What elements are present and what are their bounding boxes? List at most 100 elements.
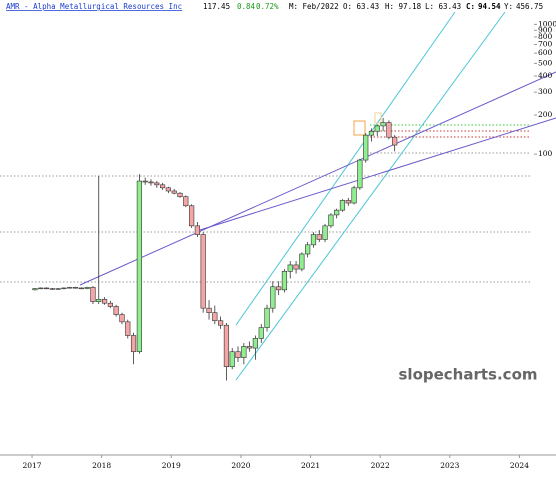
candle-body bbox=[84, 287, 90, 289]
y-tick-label: 500 bbox=[538, 58, 553, 67]
period: M: Feb/2022 bbox=[289, 2, 339, 11]
y-tick-label: 400 bbox=[538, 71, 553, 80]
candle-body bbox=[67, 287, 73, 289]
candle-body bbox=[136, 180, 143, 353]
candle-body bbox=[38, 287, 44, 290]
close: 94.54 bbox=[478, 2, 501, 11]
candle-body bbox=[194, 225, 201, 235]
candle-body bbox=[49, 288, 55, 290]
candle-body bbox=[229, 351, 235, 368]
candle-body bbox=[339, 200, 346, 211]
x-tick-label: 2019 bbox=[162, 461, 181, 470]
y-tick-label: 300 bbox=[538, 87, 553, 96]
candle-body bbox=[107, 302, 113, 307]
candle-body bbox=[32, 288, 38, 291]
candle-body bbox=[119, 314, 125, 323]
low: L: 63.43 bbox=[425, 2, 461, 11]
change-pct: 0.72% bbox=[256, 2, 279, 11]
candle-body bbox=[241, 346, 247, 358]
y-tick-label: 800 bbox=[538, 32, 553, 41]
candle-body bbox=[328, 214, 334, 227]
candle-body bbox=[287, 264, 293, 272]
candle-body bbox=[96, 299, 102, 302]
marker-box bbox=[374, 112, 382, 124]
candle-body bbox=[142, 180, 148, 183]
x-tick-label: 2020 bbox=[231, 461, 250, 470]
candle-body bbox=[217, 320, 224, 326]
candle-body bbox=[101, 299, 108, 304]
candle-body bbox=[363, 134, 369, 161]
candle-body bbox=[148, 181, 154, 184]
x-tick-label: 2021 bbox=[301, 461, 320, 470]
candle-body bbox=[189, 205, 195, 227]
trend-line bbox=[199, 117, 556, 231]
candle-body bbox=[235, 351, 241, 358]
candle-body bbox=[55, 288, 61, 290]
candle-body bbox=[252, 338, 259, 349]
x-tick-label: 2017 bbox=[22, 461, 41, 470]
candle-body bbox=[177, 192, 183, 197]
candle-body bbox=[374, 125, 380, 132]
high: H: 97.18 bbox=[385, 2, 422, 11]
x-tick-label: 2018 bbox=[92, 461, 111, 470]
channel-line bbox=[235, 11, 506, 381]
candle-body bbox=[276, 286, 282, 291]
y-tick-label: 100 bbox=[538, 149, 553, 158]
candle-body bbox=[351, 187, 357, 204]
x-tick-label: 2024 bbox=[510, 461, 529, 470]
candle-body bbox=[386, 122, 392, 138]
candle-body bbox=[392, 136, 398, 146]
x-tick-label: 2022 bbox=[371, 461, 390, 470]
candle-body bbox=[345, 200, 351, 204]
candle-body bbox=[368, 130, 375, 136]
y-tick-label: 900 bbox=[538, 25, 553, 34]
candle-body bbox=[322, 225, 328, 240]
y-tick-label: 200 bbox=[538, 110, 553, 119]
candle-body bbox=[334, 209, 340, 216]
watermark: slopecharts.com bbox=[399, 366, 538, 384]
symbol[interactable]: AMR - Alpha Metallurgical Resources Inc bbox=[6, 2, 182, 11]
candle-body bbox=[78, 287, 84, 290]
candle-body bbox=[305, 244, 311, 255]
close-label: C: bbox=[466, 2, 475, 11]
candle-body bbox=[281, 271, 288, 291]
candle-body bbox=[125, 321, 131, 336]
trend-line bbox=[79, 71, 556, 286]
candle-body bbox=[258, 327, 264, 339]
annotations bbox=[0, 11, 556, 381]
candle-body bbox=[247, 346, 253, 349]
candle-body bbox=[183, 196, 189, 207]
candle-body bbox=[171, 190, 177, 194]
candle-body bbox=[165, 187, 171, 192]
year: 456.75 bbox=[516, 2, 543, 11]
y-tick-label: 1000 bbox=[538, 19, 556, 28]
candle-body bbox=[159, 184, 166, 189]
candle-body bbox=[357, 159, 363, 189]
last-price: 117.45 bbox=[203, 2, 230, 11]
candle-body bbox=[43, 287, 50, 290]
y-tick-label: 600 bbox=[538, 48, 553, 57]
candle-body bbox=[264, 307, 270, 328]
open: O: 63.43 bbox=[343, 2, 379, 11]
candle-body bbox=[316, 234, 322, 240]
candle-body bbox=[90, 287, 96, 302]
candle-body bbox=[299, 253, 305, 270]
change: 0.84 bbox=[237, 2, 256, 11]
candle-body bbox=[270, 286, 276, 309]
candle-body bbox=[61, 287, 67, 290]
y-tick-label: 700 bbox=[538, 39, 553, 48]
candle-body bbox=[72, 287, 79, 289]
channel-line bbox=[235, 11, 456, 326]
candle-body bbox=[212, 312, 218, 322]
candle-body bbox=[380, 122, 386, 127]
candle-body bbox=[293, 264, 299, 270]
candle-body bbox=[200, 234, 206, 309]
x-tick-label: 2023 bbox=[440, 461, 459, 470]
marker-box bbox=[353, 120, 366, 136]
candle-body bbox=[223, 324, 230, 368]
candle-body bbox=[113, 306, 119, 315]
candle-body bbox=[130, 335, 137, 353]
candle-body bbox=[154, 182, 160, 186]
